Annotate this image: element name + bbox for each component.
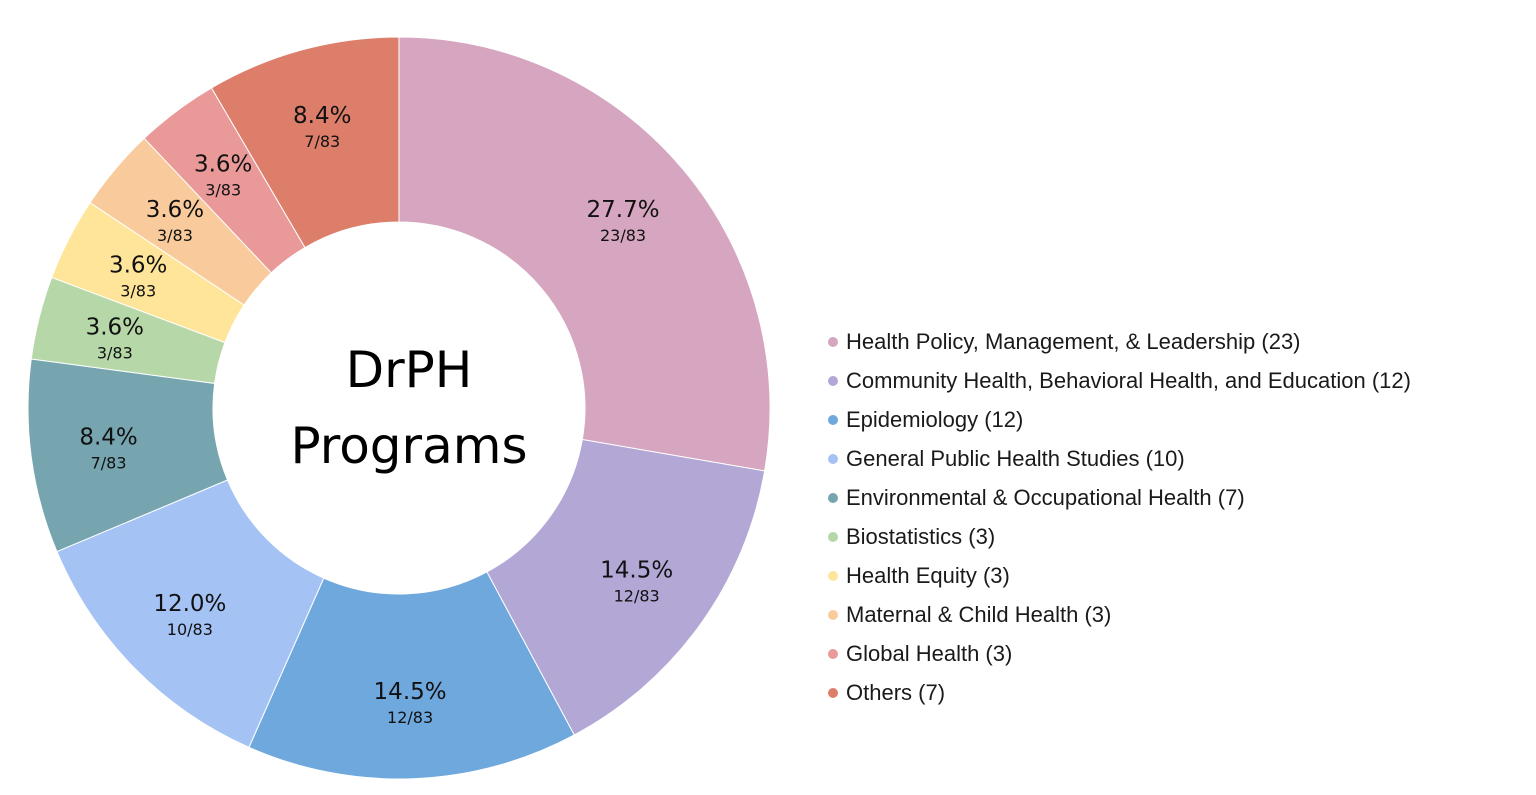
legend-item-8: Global Health (3): [828, 634, 1528, 673]
center-title-line-1: DrPH: [346, 341, 473, 399]
legend: Health Policy, Management, & Leadership …: [828, 322, 1528, 712]
slice-fraction-label-8: 3/83: [205, 181, 241, 200]
legend-item-5: Biostatistics (3): [828, 517, 1528, 556]
slice-percent-label-5: 3.6%: [86, 315, 144, 341]
legend-label-1: Community Health, Behavioral Health, and…: [846, 367, 1411, 393]
legend-label-7: Maternal & Child Health (3): [846, 601, 1112, 627]
legend-swatch-5: [828, 531, 838, 542]
slice-fraction-label-9: 7/83: [304, 132, 340, 151]
slice-percent-label-7: 3.6%: [146, 197, 204, 223]
donut-slice-2: [248, 571, 575, 780]
legend-item-0: Health Policy, Management, & Leadership …: [828, 322, 1528, 361]
slice-fraction-label-4: 7/83: [91, 454, 127, 473]
legend-item-3: General Public Health Studies (10): [828, 439, 1528, 478]
legend-item-9: Others (7): [828, 673, 1528, 712]
legend-swatch-6: [828, 570, 838, 581]
slice-percent-label-9: 8.4%: [293, 103, 351, 129]
legend-label-5: Biostatistics (3): [846, 523, 996, 549]
legend-item-2: Epidemiology (12): [828, 400, 1528, 439]
legend-label-4: Environmental & Occupational Health (7): [846, 484, 1245, 510]
slice-fraction-label-5: 3/83: [97, 344, 133, 363]
slice-fraction-label-3: 10/83: [167, 620, 213, 639]
legend-item-6: Health Equity (3): [828, 556, 1528, 595]
legend-swatch-8: [828, 648, 838, 659]
legend-swatch-1: [828, 375, 838, 386]
legend-swatch-0: [828, 336, 838, 347]
slice-percent-label-6: 3.6%: [109, 252, 167, 278]
donut-chart: 27.7% 23/83 14.5% 12/83 14.5% 12/83 12.0% 10/83…: [27, 36, 771, 780]
donut-slices: [27, 36, 771, 780]
slice-percent-label-4: 8.4%: [79, 425, 137, 451]
slice-fraction-label-6: 3/83: [120, 281, 156, 300]
legend-label-8: Global Health (3): [846, 640, 1013, 666]
legend-label-6: Health Equity (3): [846, 562, 1010, 588]
center-title-line-2: Programs: [290, 417, 527, 475]
legend-label-0: Health Policy, Management, & Leadership …: [846, 328, 1301, 354]
slice-labels: 27.7% 23/83 14.5% 12/83 14.5% 12/83 12.0% 10/83…: [79, 103, 673, 727]
slice-percent-label-2: 14.5%: [374, 679, 447, 705]
legend-label-2: Epidemiology (12): [846, 406, 1024, 432]
legend-label-9: Others (7): [846, 679, 946, 705]
slice-percent-label-3: 12.0%: [153, 591, 226, 617]
legend-item-1: Community Health, Behavioral Health, and…: [828, 361, 1528, 400]
legend-item-7: Maternal & Child Health (3): [828, 595, 1528, 634]
donut-hole: [213, 222, 585, 594]
legend-swatch-3: [828, 453, 838, 464]
slice-percent-label-1: 14.5%: [600, 557, 673, 583]
slice-fraction-label-0: 23/83: [600, 226, 646, 245]
slice-fraction-label-1: 12/83: [614, 586, 660, 605]
legend-swatch-9: [828, 687, 838, 698]
legend-swatch-7: [828, 609, 838, 620]
slice-fraction-label-7: 3/83: [157, 226, 193, 245]
legend-swatch-2: [828, 414, 838, 425]
slice-percent-label-0: 27.7%: [587, 197, 660, 223]
slice-fraction-label-2: 12/83: [387, 708, 433, 727]
legend-swatch-4: [828, 492, 838, 503]
legend-item-4: Environmental & Occupational Health (7): [828, 478, 1528, 517]
slice-percent-label-8: 3.6%: [194, 152, 252, 178]
legend-label-3: General Public Health Studies (10): [846, 445, 1185, 471]
